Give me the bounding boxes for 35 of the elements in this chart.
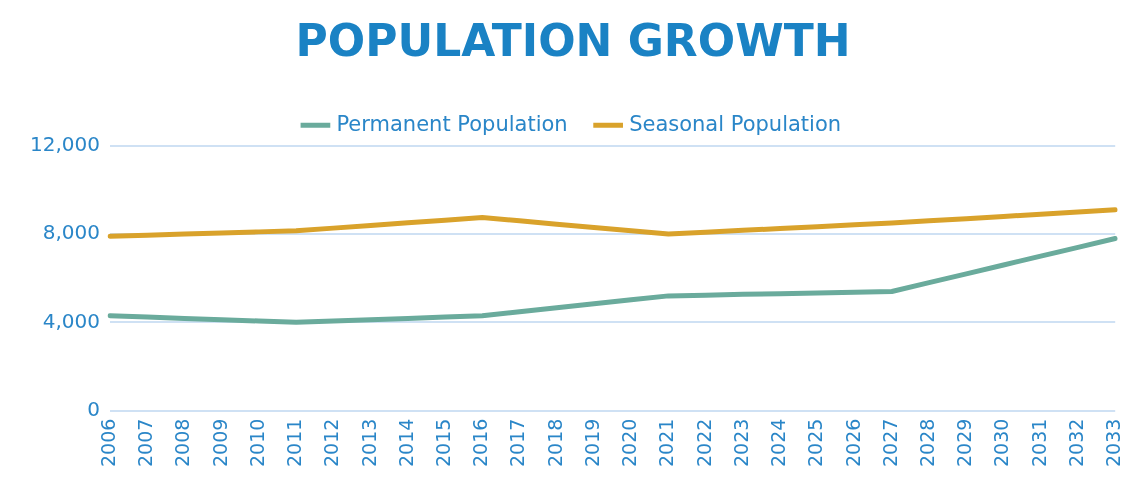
x-tick-label: 2025 — [804, 418, 827, 468]
x-tick-label: 2013 — [357, 418, 380, 468]
x-tick-label: 2012 — [320, 418, 343, 468]
x-tick-label: 2010 — [245, 418, 268, 468]
x-tick-label: 2027 — [878, 418, 901, 468]
x-tick-label: 2021 — [655, 418, 678, 468]
chart-title: POPULATION GROWTH — [295, 14, 851, 66]
y-tick-label: 12,000 — [30, 132, 100, 156]
x-tick-label: 2026 — [841, 418, 864, 468]
x-tick-label: 2032 — [1064, 418, 1087, 468]
y-tick-label: 4,000 — [42, 308, 100, 333]
y-tick-label: 8,000 — [42, 220, 100, 245]
x-tick-label: 2015 — [431, 418, 454, 468]
y-tick-label: 0 — [87, 396, 100, 421]
x-tick-label: 2007 — [134, 418, 157, 468]
x-tick-label: 2033 — [1102, 418, 1125, 468]
x-tick-label: 2009 — [208, 418, 231, 468]
x-tick-label: 2031 — [1027, 418, 1050, 468]
x-tick-label: 2016 — [469, 418, 492, 468]
x-tick-label: 2022 — [692, 418, 715, 468]
x-tick-label: 2006 — [96, 418, 119, 468]
legend-label: Permanent Population — [336, 111, 568, 136]
x-tick-label: 2023 — [729, 418, 752, 468]
x-tick-label: 2014 — [394, 418, 417, 468]
legend-label: Seasonal Population — [629, 111, 842, 136]
x-tick-label: 2008 — [171, 418, 194, 468]
x-tick-label: 2029 — [953, 418, 976, 468]
x-tick-label: 2030 — [990, 418, 1013, 468]
x-tick-label: 2017 — [506, 418, 529, 468]
x-tick-label: 2028 — [915, 418, 938, 468]
x-tick-label: 2019 — [580, 418, 603, 468]
x-tick-label: 2011 — [283, 418, 306, 468]
x-tick-label: 2018 — [543, 418, 566, 468]
x-tick-label: 2024 — [767, 418, 790, 468]
x-tick-label: 2020 — [618, 418, 641, 468]
